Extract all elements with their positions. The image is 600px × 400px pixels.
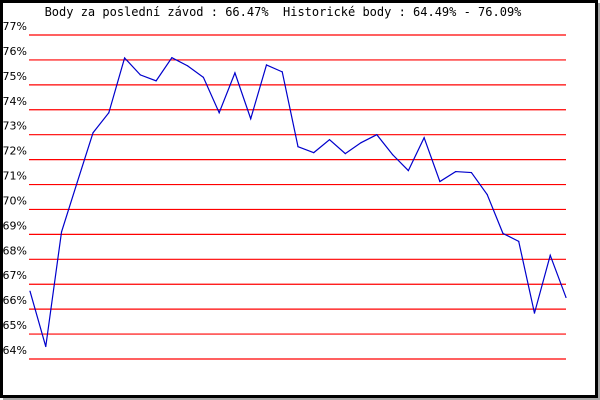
data-point [250,118,252,120]
data-point [486,193,488,196]
data-point [565,296,567,299]
y-tick-label: 67% [3,269,27,282]
y-tick-label: 74% [3,95,27,108]
data-point [218,112,220,114]
data-point [376,134,378,136]
data-point [313,152,315,154]
series-line [29,56,567,347]
y-tick-label: 73% [3,120,27,133]
data-point [29,290,31,292]
data-point [45,345,47,348]
y-tick-label: 76% [3,45,27,58]
data-point [297,146,299,148]
data-point [123,57,126,59]
y-tick-label: 70% [3,194,27,207]
data-point [470,171,473,174]
y-tick-label: 75% [3,70,27,83]
data-point [455,170,457,173]
data-point [76,181,78,183]
y-tick-label: 65% [3,319,27,332]
data-point [360,142,362,144]
y-tick-label: 77% [3,20,27,33]
data-point [139,74,141,76]
data-point [407,169,409,172]
data-point [202,76,205,78]
data-point [187,65,189,67]
chart-title: Body za poslední závod : 66.47% Historic… [44,5,522,19]
data-point [265,64,268,66]
y-tick-label: 68% [3,244,27,257]
data-point [391,154,394,156]
y-tick-label: 66% [3,294,27,307]
data-point [281,71,283,73]
data-point [518,240,520,242]
data-point [328,139,331,141]
data-point [92,132,94,134]
data-point [344,153,346,155]
data-point [108,112,110,114]
data-point [439,180,441,183]
data-point [549,254,551,256]
y-tick-label: 64% [3,344,27,357]
y-tick-label: 72% [3,145,27,158]
data-point [533,312,536,314]
data-point [502,232,504,234]
data-point [234,72,236,74]
data-point [155,80,157,82]
y-tick-label: 69% [3,219,27,232]
data-point [171,57,173,59]
data-point [60,231,63,233]
data-point [423,137,425,139]
y-tick-label: 71% [3,170,27,183]
